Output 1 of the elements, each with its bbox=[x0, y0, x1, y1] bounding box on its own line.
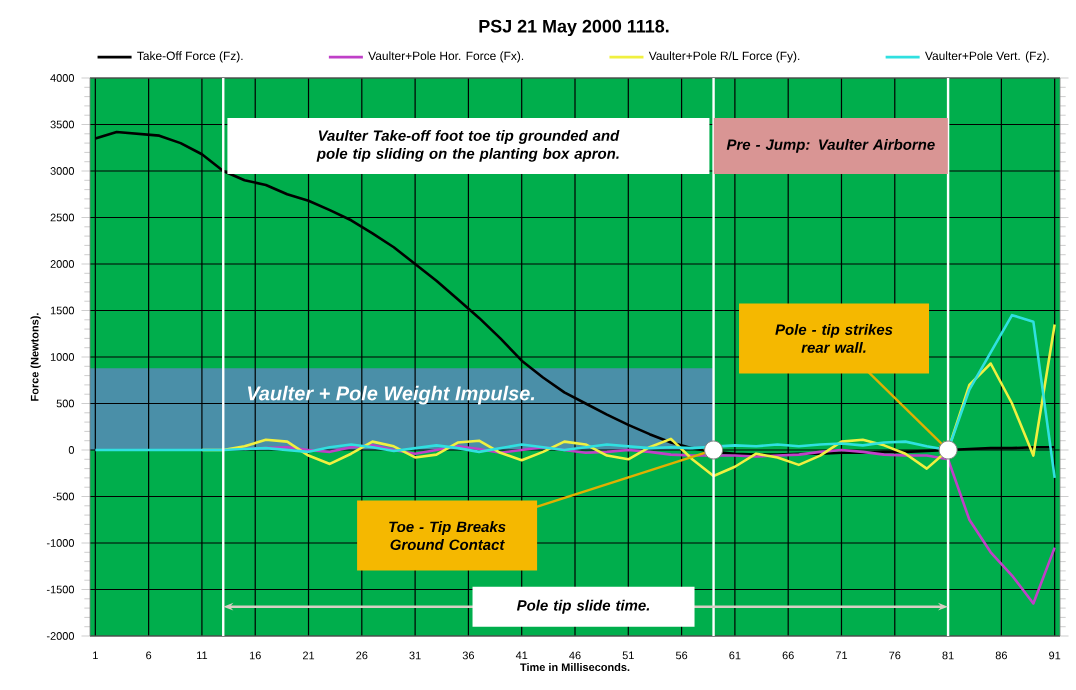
chart-title: PSJ 21 May 2000 1118. bbox=[479, 19, 669, 37]
